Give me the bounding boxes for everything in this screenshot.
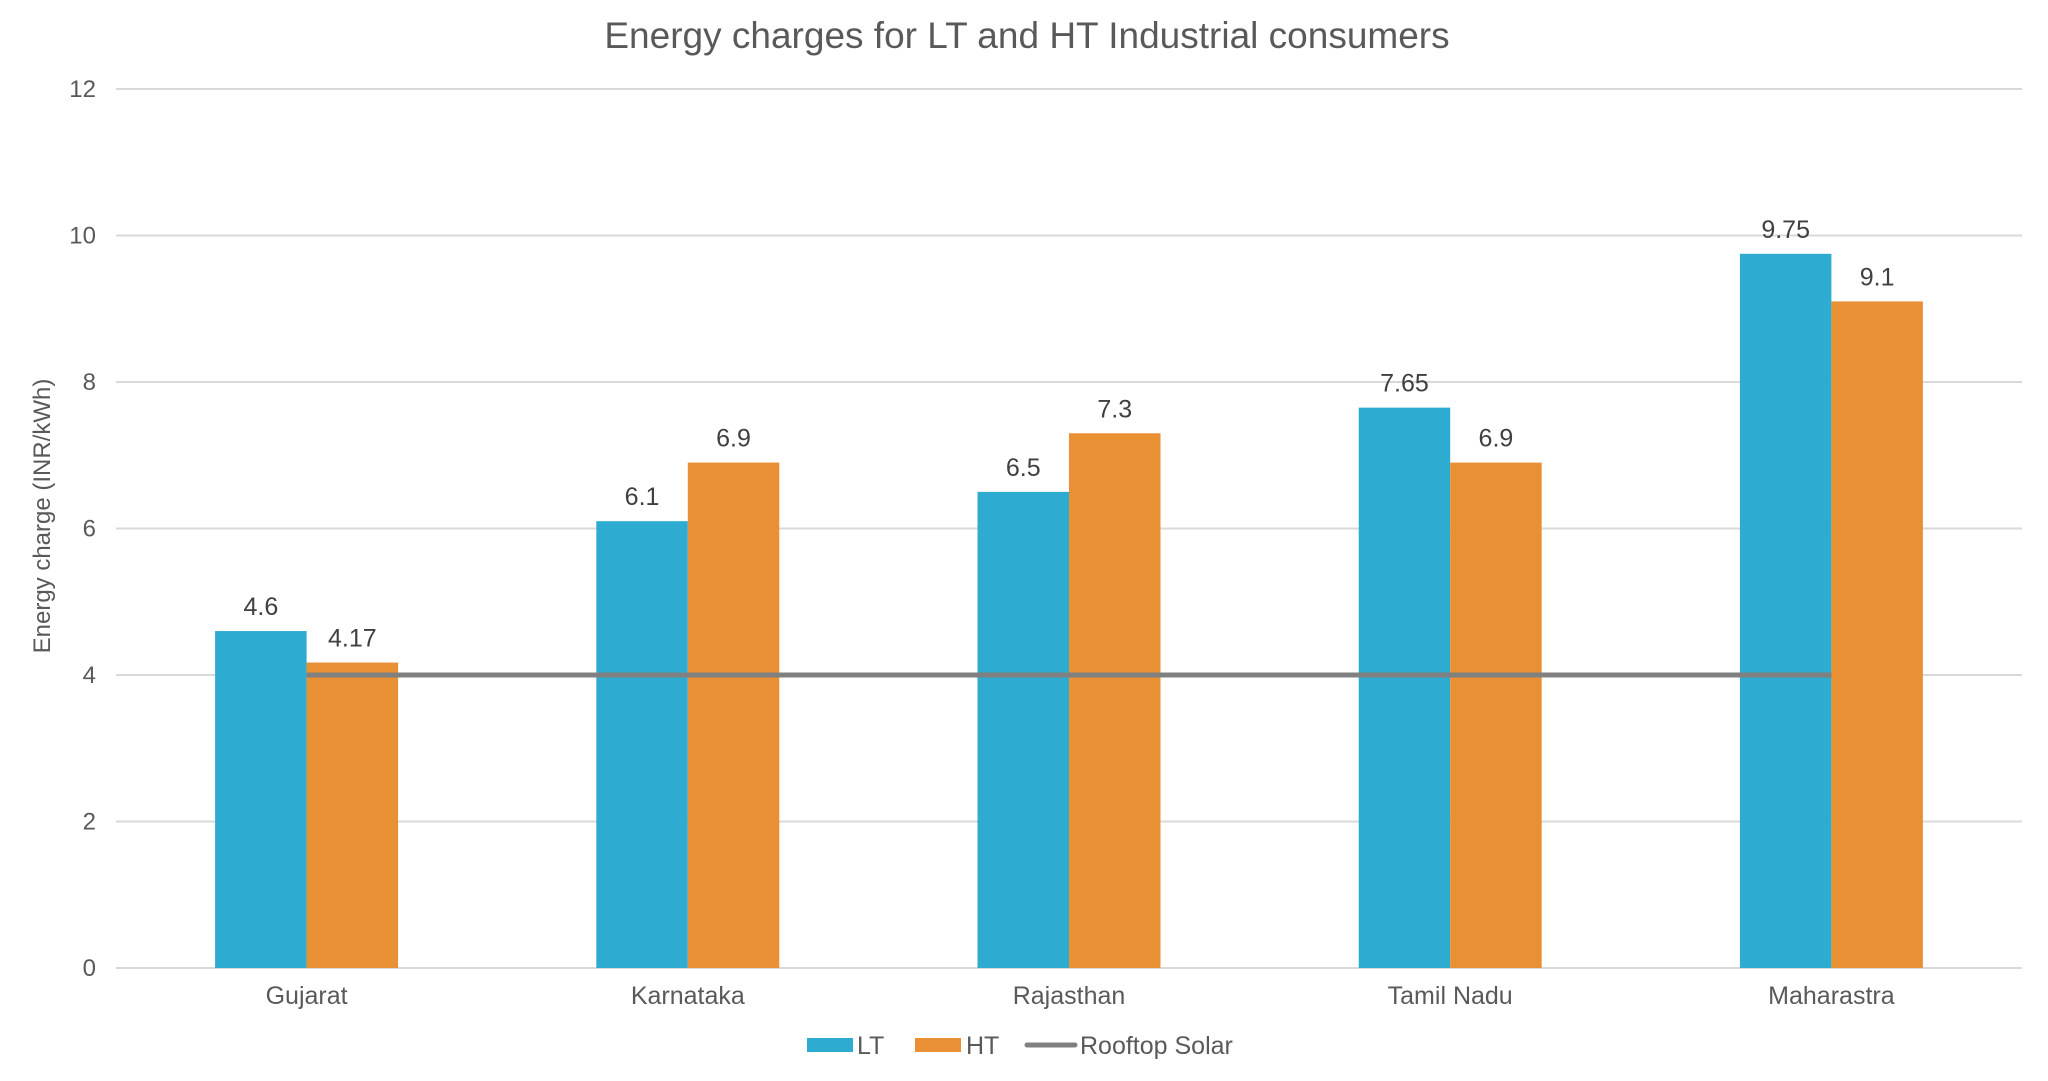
y-tick-label: 4 <box>83 662 96 689</box>
bar-lt <box>977 491 1069 968</box>
bars <box>215 253 1923 968</box>
legend-swatch-lt <box>807 1038 853 1052</box>
bar-ht <box>306 662 399 968</box>
bar-ht <box>1831 301 1923 968</box>
bar-ht <box>687 462 780 968</box>
chart-title: Energy charges for LT and HT Industrial … <box>604 15 1449 56</box>
y-tick-label: 0 <box>83 955 96 982</box>
legend-swatch-ht <box>915 1038 961 1052</box>
data-label: 7.3 <box>1097 395 1132 423</box>
y-tick-label: 2 <box>83 809 96 836</box>
bar-ht <box>1069 433 1161 968</box>
bar-lt <box>215 631 307 968</box>
x-category-label: Gujarat <box>266 982 348 1010</box>
y-axis-label: Energy charge (INR/kWh) <box>29 379 56 654</box>
y-axis-ticks: 0 2 4 6 8 10 12 <box>69 76 96 982</box>
y-tick-label: 12 <box>69 76 96 103</box>
x-category-label: Karnataka <box>631 982 745 1010</box>
data-label: 6.5 <box>1006 454 1041 482</box>
data-label: 4.6 <box>243 593 278 621</box>
data-label: 9.75 <box>1761 216 1810 244</box>
legend: LT HT Rooftop Solar <box>807 1032 1233 1060</box>
legend-label: LT <box>857 1032 884 1060</box>
y-tick-label: 8 <box>83 369 96 396</box>
data-label: 9.1 <box>1860 263 1895 291</box>
x-category-label: Rajasthan <box>1013 982 1126 1010</box>
legend-label: Rooftop Solar <box>1080 1032 1233 1060</box>
data-label: 7.65 <box>1380 370 1429 398</box>
x-category-label: Tamil Nadu <box>1388 982 1513 1010</box>
bar-lt <box>596 521 688 968</box>
x-axis-categories: Gujarat Karnataka Rajasthan Tamil Nadu Mahar… <box>266 982 1895 1010</box>
data-label: 6.1 <box>625 483 660 511</box>
legend-label: HT <box>966 1032 999 1060</box>
bar-lt <box>1739 253 1832 968</box>
x-category-label: Maharastra <box>1768 982 1895 1010</box>
data-label: 4.17 <box>328 625 377 653</box>
bar-ht <box>1450 462 1542 968</box>
bar-lt <box>1358 407 1451 968</box>
y-tick-label: 6 <box>83 516 96 543</box>
data-label: 6.9 <box>716 425 751 453</box>
data-labels: 4.6 6.1 6.5 7.65 9.75 4.17 6.9 7.3 6.9 9.1 <box>243 216 1894 653</box>
y-tick-label: 10 <box>69 223 96 250</box>
data-label: 6.9 <box>1479 425 1514 453</box>
